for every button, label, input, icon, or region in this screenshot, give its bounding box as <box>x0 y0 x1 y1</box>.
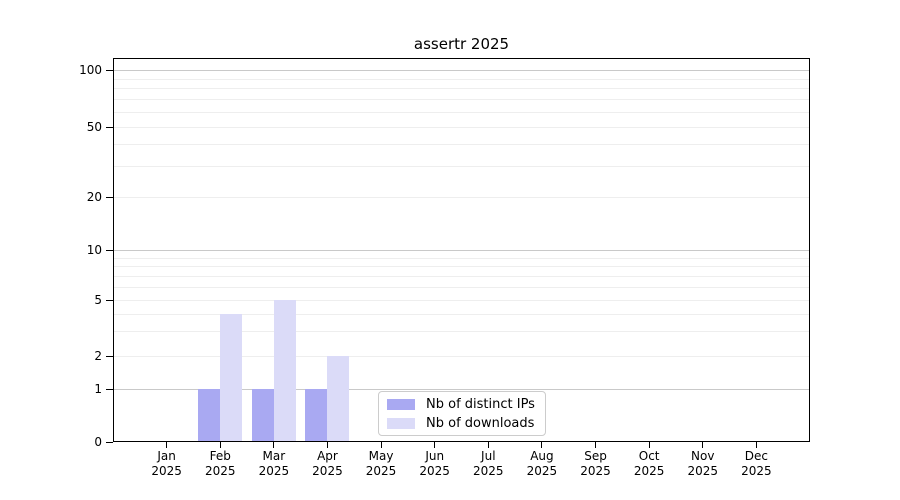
x-tick <box>541 442 543 448</box>
y-tick <box>106 389 113 390</box>
y-tick <box>106 70 113 71</box>
gridline-minor <box>114 144 809 146</box>
y-tick <box>106 355 113 357</box>
gridline-minor <box>114 99 809 101</box>
gridline-minor <box>114 286 809 288</box>
x-tick-year: 2025 <box>419 464 450 478</box>
legend: Nb of distinct IPs Nb of downloads <box>378 391 546 436</box>
bar-nb-of-downloads <box>220 313 243 441</box>
plot-area <box>113 58 810 442</box>
x-tick-year: 2025 <box>473 464 504 478</box>
legend-swatch <box>387 417 415 429</box>
x-tick <box>595 442 597 448</box>
legend-label: Nb of distinct IPs <box>426 396 535 412</box>
gridline-major <box>114 70 809 71</box>
gridline-minor <box>114 166 809 168</box>
x-tick-year: 2025 <box>687 464 719 478</box>
x-tick-year: 2025 <box>151 464 182 478</box>
x-tick <box>434 442 436 448</box>
gridline-major <box>114 389 809 390</box>
x-tick-label: Apr 2025 <box>299 449 355 479</box>
legend-row: Nb of distinct IPs <box>387 397 537 412</box>
x-tick-month: May <box>368 449 394 463</box>
x-tick-year: 2025 <box>526 464 558 478</box>
gridline-minor <box>114 257 809 259</box>
y-tick-label: 50 <box>86 120 102 134</box>
y-tick-label: 100 <box>79 63 102 77</box>
bar-nb-of-distinct-ips <box>198 389 221 441</box>
x-tick <box>166 442 168 448</box>
legend-row: Nb of downloads <box>387 416 537 431</box>
x-tick <box>380 442 382 448</box>
x-tick-month: Feb <box>209 449 231 463</box>
gridline-minor <box>114 355 809 357</box>
y-tick-label: 2 <box>94 348 102 363</box>
x-tick <box>487 442 489 448</box>
y-tick-label: 5 <box>94 293 102 307</box>
bar-nb-of-downloads <box>327 355 350 441</box>
x-tick-label: Aug 2025 <box>514 449 570 479</box>
x-tick-year: 2025 <box>365 464 397 478</box>
x-tick <box>702 442 704 448</box>
gridline-minor <box>114 313 809 315</box>
bar-nb-of-distinct-ips <box>251 389 274 441</box>
x-tick <box>326 442 328 448</box>
y-tick <box>106 250 113 251</box>
bar-nb-of-downloads <box>273 300 296 441</box>
x-tick-month: Jan <box>157 449 176 463</box>
x-tick-year: 2025 <box>204 464 236 478</box>
x-tick-label: Sep 2025 <box>568 449 624 479</box>
x-tick-year: 2025 <box>580 464 611 478</box>
gridline-minor <box>114 127 809 128</box>
gridline-minor <box>114 266 809 268</box>
y-tick-label: 1 <box>94 382 102 396</box>
x-tick-month: Mar <box>262 449 286 463</box>
x-tick-label: Feb 2025 <box>192 449 248 479</box>
x-tick <box>219 442 221 448</box>
y-tick-label: 0 <box>94 435 102 449</box>
gridline-minor <box>114 300 809 301</box>
x-tick-label: Mar 2025 <box>246 449 302 479</box>
x-tick <box>273 442 275 448</box>
x-tick <box>648 442 650 448</box>
x-tick-month: Jun <box>425 449 445 463</box>
x-tick-label: Jan 2025 <box>139 449 195 479</box>
x-tick-month: Sep <box>584 449 607 463</box>
y-tick <box>106 197 113 198</box>
y-tick-label: 20 <box>86 190 102 204</box>
y-tick <box>106 442 113 443</box>
x-tick-month: Dec <box>744 449 768 463</box>
legend-swatch <box>387 398 415 410</box>
x-tick-label: Jul 2025 <box>460 449 516 479</box>
x-tick-month: Oct <box>638 449 660 463</box>
x-tick-year: 2025 <box>741 464 772 478</box>
gridline-minor <box>114 78 809 80</box>
x-tick-month: Aug <box>530 449 554 463</box>
y-tick-label: 10 <box>86 243 102 257</box>
legend-label: Nb of downloads <box>426 415 535 431</box>
gridline-major <box>114 250 809 251</box>
gridline-minor <box>114 197 809 198</box>
x-tick-month: Nov <box>691 449 715 463</box>
y-tick <box>106 300 113 301</box>
chart-title: assertr 2025 <box>413 35 510 53</box>
x-tick-label: Dec 2025 <box>728 449 784 479</box>
x-tick-label: May 2025 <box>353 449 409 479</box>
y-tick <box>106 127 113 128</box>
x-tick-year: 2025 <box>633 464 665 478</box>
gridline-minor <box>114 275 809 277</box>
x-tick-year: 2025 <box>258 464 290 478</box>
x-tick-label: Nov 2025 <box>675 449 731 479</box>
x-tick-year: 2025 <box>312 464 343 478</box>
x-tick-month: Jul <box>481 449 496 463</box>
gridline-minor <box>114 88 809 90</box>
gridline-minor <box>114 330 809 332</box>
x-tick-month: Apr <box>317 449 338 463</box>
x-tick <box>755 442 757 448</box>
x-tick-label: Oct 2025 <box>621 449 677 479</box>
x-tick-label: Jun 2025 <box>407 449 463 479</box>
gridline-minor <box>114 112 809 113</box>
bar-nb-of-distinct-ips <box>305 389 328 441</box>
